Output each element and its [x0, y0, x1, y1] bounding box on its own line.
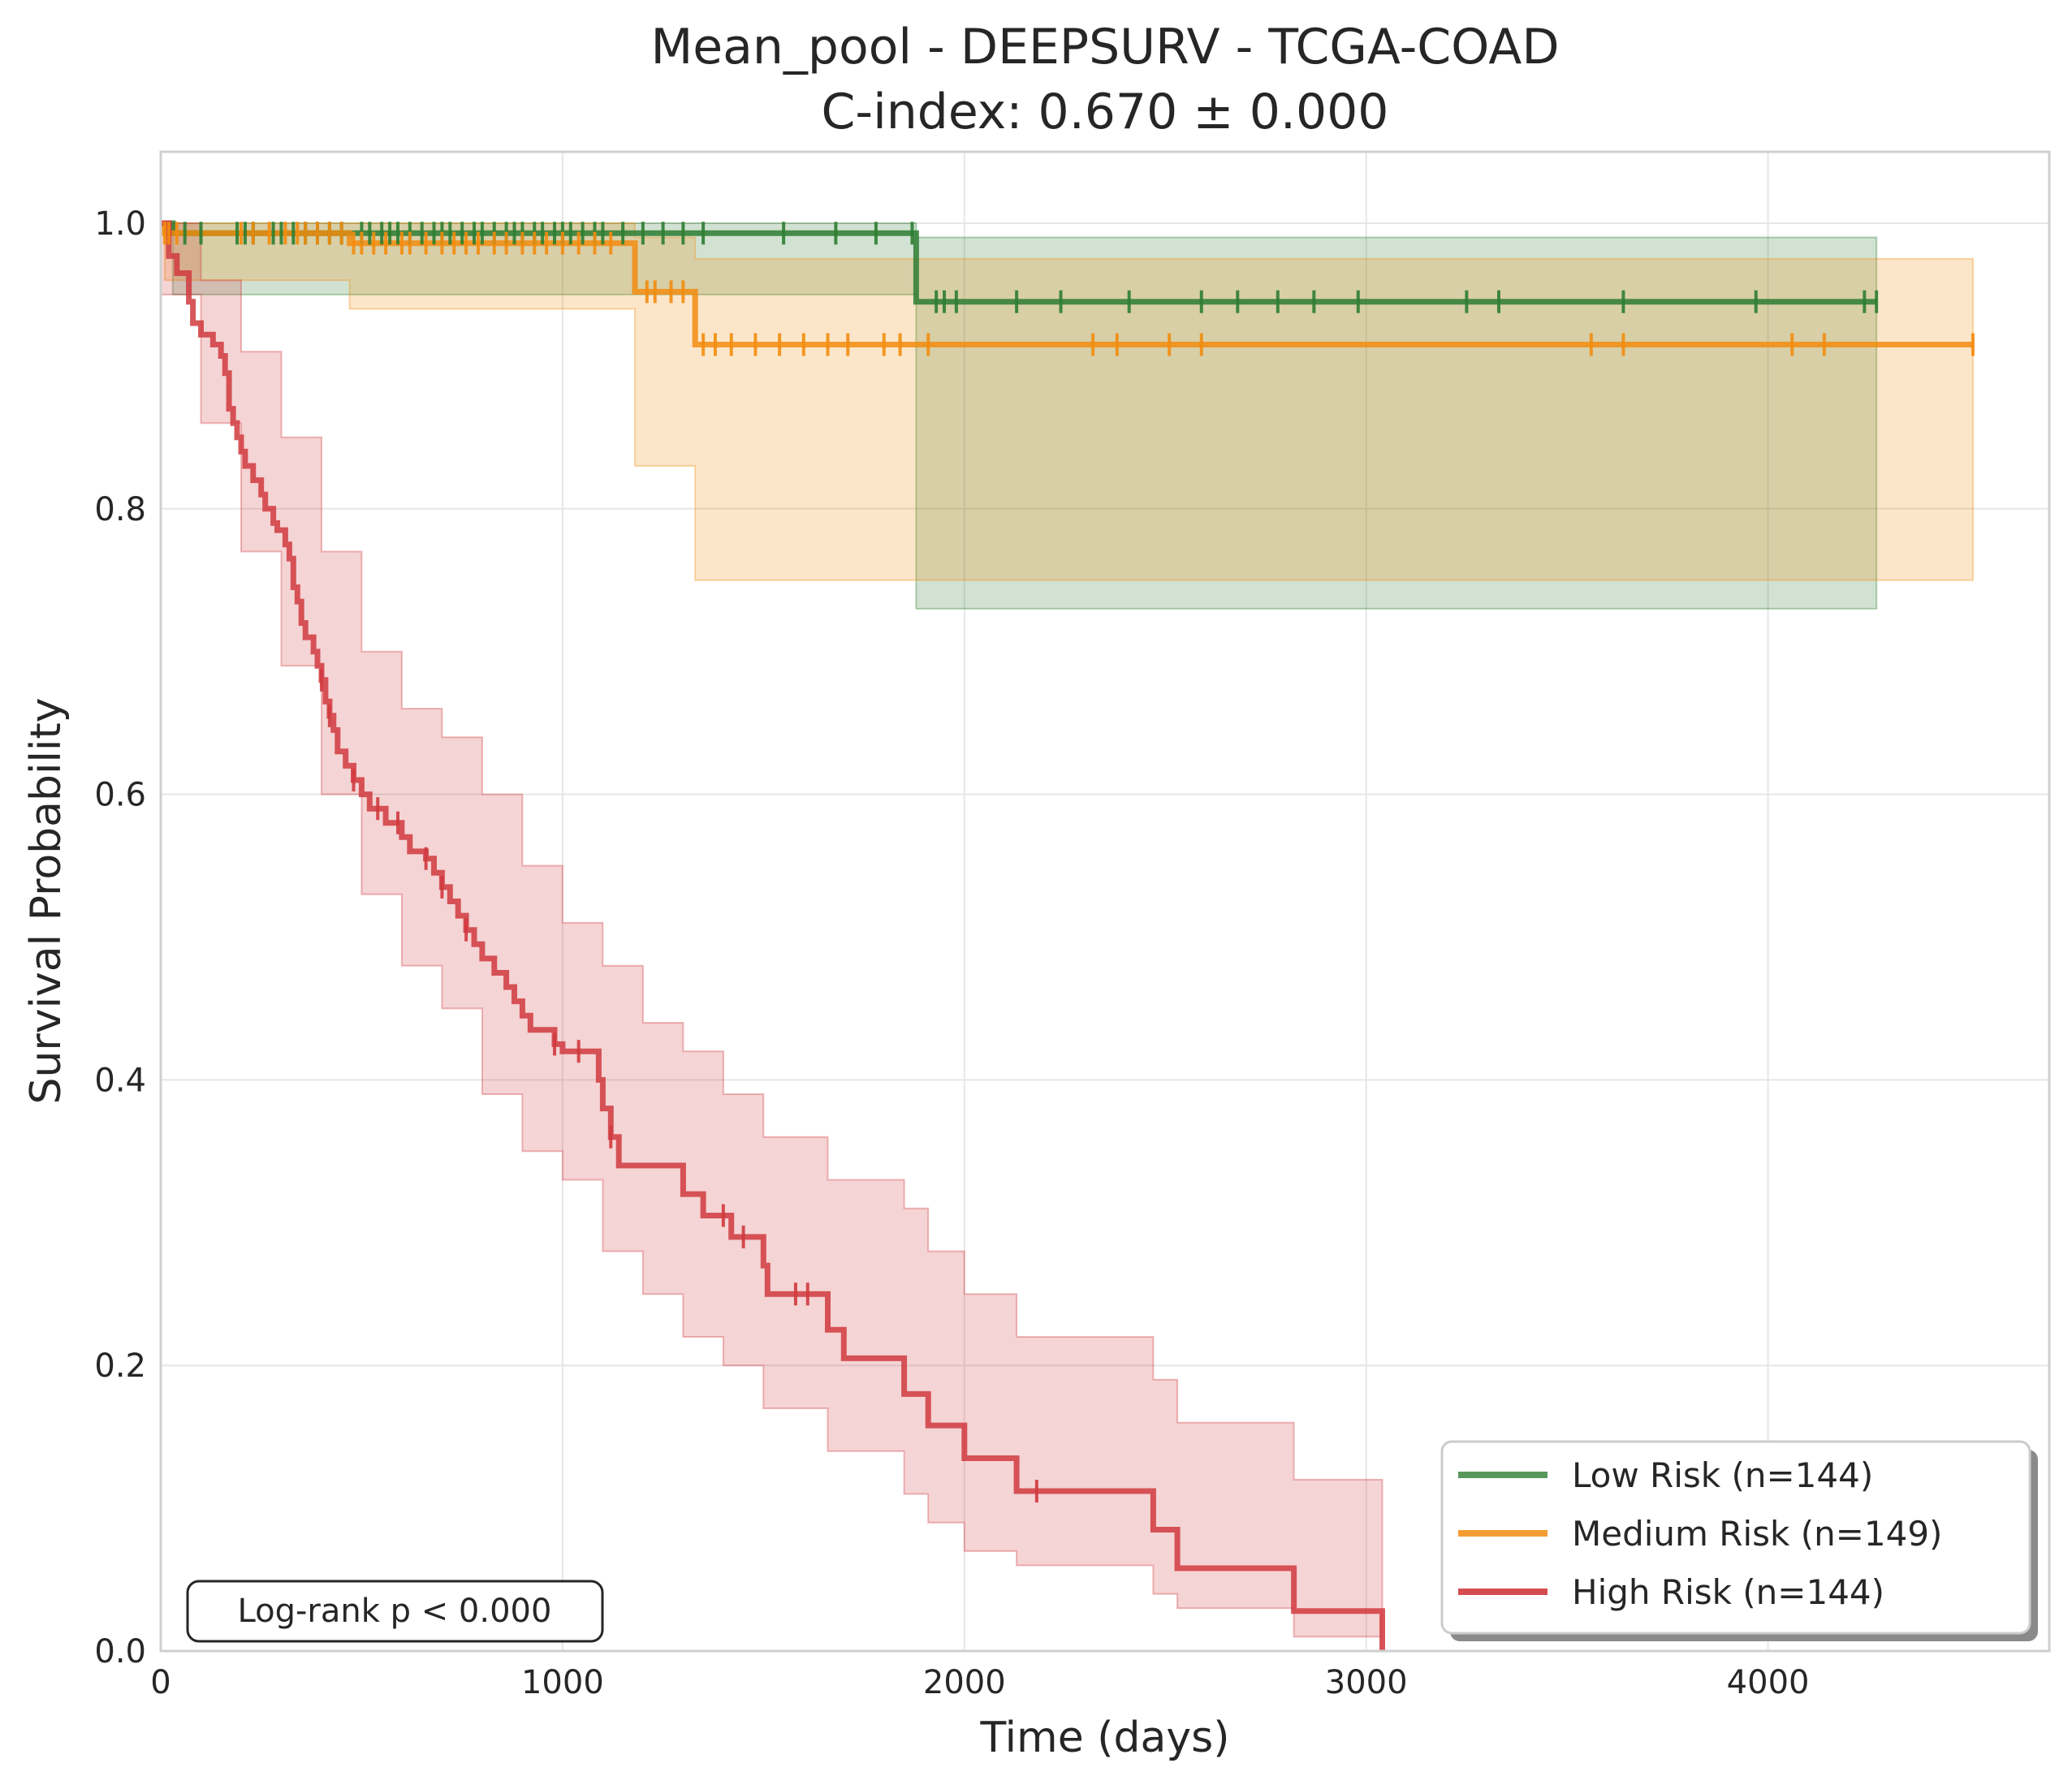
annotation-box	[186, 1580, 604, 1643]
plot-frame	[159, 150, 2051, 1653]
ci-band-medium	[161, 222, 1974, 581]
y-tick-label: 0.4	[94, 1062, 146, 1099]
x-tick-label: 2000	[923, 1664, 1006, 1701]
x-tick-label: 1000	[521, 1664, 604, 1701]
ci-band-low	[161, 222, 1878, 610]
x-tick-label: 4000	[1727, 1664, 1810, 1701]
logrank-pvalue: Log-rank p < 0.000	[238, 1593, 552, 1630]
legend-label-high: High Risk (n=144)	[1572, 1572, 1884, 1612]
y-tick-label: 0.6	[94, 777, 146, 814]
logrank-annotation: Log-rank p < 0.000	[186, 1580, 604, 1643]
y-axis-label: Survival Probability	[22, 697, 71, 1104]
legend: Low Risk (n=144) Medium Risk (n=149) Hig…	[1440, 1440, 2038, 1641]
survival-line-high	[161, 220, 1385, 1651]
grid-lines	[160, 152, 2049, 1652]
chart-subtitle: C-index: 0.670 ± 0.000	[822, 84, 1389, 140]
x-axis-label: Time (days)	[979, 1714, 1229, 1762]
x-tick-label: 3000	[1325, 1664, 1408, 1701]
confidence-bands	[160, 222, 1974, 1651]
axis-ticks: 0 1000 2000 3000 4000 0.0 0.2 0.4 0.6 0.8 1.0	[94, 205, 1809, 1701]
legend-label-low: Low Risk (n=144)	[1572, 1455, 1873, 1495]
x-tick-label: 0	[150, 1664, 171, 1701]
y-tick-label: 1.0	[94, 205, 146, 243]
chart-title: Mean_pool - DEEPSURV - TCGA-COAD	[650, 19, 1559, 75]
y-tick-label: 0.8	[94, 491, 146, 528]
legend-box	[1440, 1440, 2031, 1635]
y-tick-label: 0.0	[94, 1633, 146, 1670]
censor-marks	[162, 222, 1975, 1502]
y-tick-label: 0.2	[94, 1347, 146, 1385]
legend-label-medium: Medium Risk (n=149)	[1572, 1514, 1942, 1554]
